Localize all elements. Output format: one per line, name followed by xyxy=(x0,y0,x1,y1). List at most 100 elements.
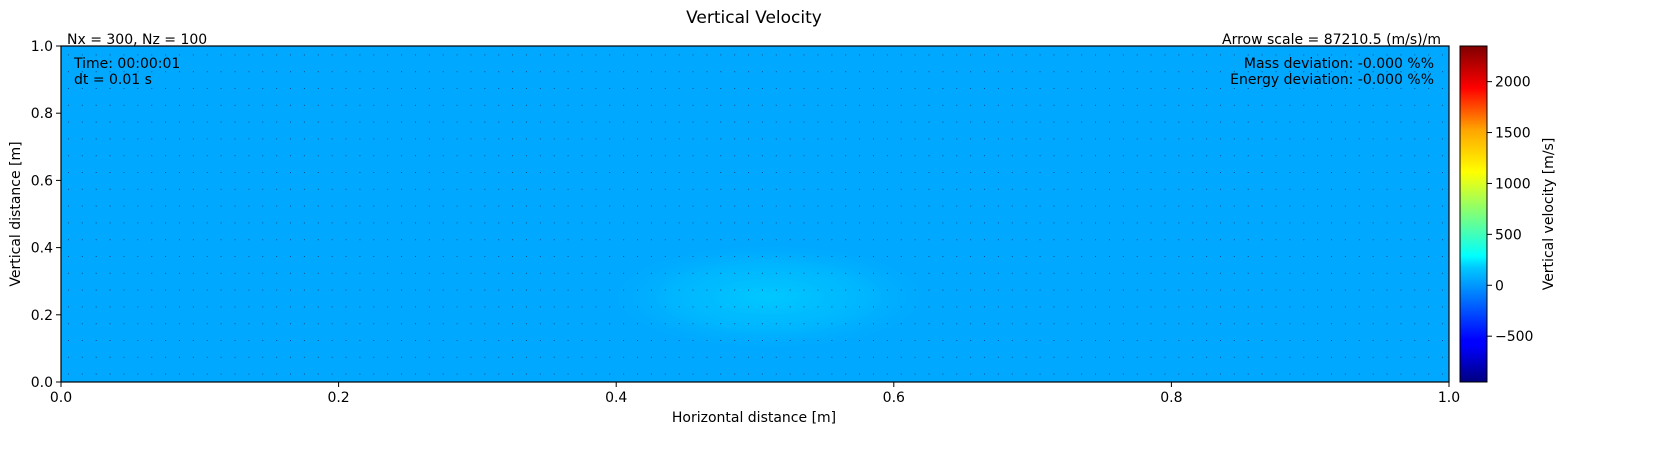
velocity-arrow xyxy=(775,155,777,157)
velocity-arrow xyxy=(997,239,999,241)
velocity-arrow xyxy=(595,356,597,358)
velocity-arrow xyxy=(553,356,555,358)
velocity-arrow xyxy=(456,356,458,358)
velocity-arrow xyxy=(1358,54,1360,56)
velocity-arrow xyxy=(900,256,902,257)
velocity-arrow xyxy=(484,289,486,291)
velocity-arrow xyxy=(1400,205,1402,207)
velocity-arrow xyxy=(623,205,625,207)
velocity-arrow xyxy=(345,104,347,106)
velocity-arrow xyxy=(123,155,125,157)
velocity-arrow xyxy=(789,54,791,56)
velocity-arrow xyxy=(1192,88,1194,89)
velocity-arrow xyxy=(1344,272,1346,274)
velocity-arrow xyxy=(803,88,805,89)
velocity-arrow xyxy=(206,104,208,106)
velocity-arrow xyxy=(470,172,472,173)
velocity-arrow xyxy=(525,239,527,241)
velocity-arrow xyxy=(1192,121,1194,123)
velocity-arrow xyxy=(1400,373,1402,375)
velocity-arrow xyxy=(1358,256,1360,257)
velocity-arrow xyxy=(192,340,194,341)
velocity-arrow xyxy=(1414,172,1416,173)
velocity-arrow xyxy=(859,54,861,56)
velocity-arrow xyxy=(928,239,930,241)
velocity-arrow xyxy=(886,256,888,257)
velocity-arrow xyxy=(1150,306,1152,308)
velocity-arrow xyxy=(290,356,292,358)
velocity-arrow xyxy=(109,71,111,73)
velocity-arrow xyxy=(109,54,111,56)
velocity-arrow xyxy=(1428,138,1430,140)
velocity-arrow xyxy=(623,104,625,106)
velocity-arrow xyxy=(775,256,777,257)
velocity-arrow xyxy=(1428,155,1430,157)
velocity-arrow xyxy=(1136,104,1138,106)
velocity-arrow xyxy=(553,373,555,375)
velocity-arrow xyxy=(664,272,666,274)
velocity-arrow xyxy=(1289,138,1291,140)
velocity-arrow xyxy=(1275,104,1277,106)
velocity-arrow xyxy=(1303,71,1305,73)
velocity-arrow xyxy=(151,188,153,190)
velocity-arrow xyxy=(1344,239,1346,241)
velocity-arrow xyxy=(428,188,430,190)
velocity-arrow xyxy=(581,138,583,140)
velocity-arrow xyxy=(428,104,430,106)
velocity-arrow xyxy=(1206,88,1208,89)
velocity-arrow xyxy=(81,373,83,375)
velocity-arrow xyxy=(1303,239,1305,241)
velocity-arrow xyxy=(262,356,264,358)
velocity-arrow xyxy=(1039,306,1041,308)
velocity-arrow xyxy=(442,172,444,173)
velocity-arrow xyxy=(1442,222,1444,224)
velocity-arrow xyxy=(137,323,139,325)
velocity-arrow xyxy=(1289,289,1291,291)
velocity-arrow xyxy=(595,155,597,157)
velocity-arrow xyxy=(1275,340,1277,341)
velocity-arrow xyxy=(331,155,333,157)
velocity-arrow xyxy=(1442,306,1444,308)
velocity-arrow xyxy=(567,71,569,73)
velocity-arrow xyxy=(165,373,167,375)
velocity-arrow xyxy=(331,239,333,241)
velocity-arrow xyxy=(442,138,444,140)
velocity-arrow xyxy=(1206,155,1208,157)
velocity-arrow xyxy=(567,340,569,341)
velocity-arrow xyxy=(345,88,347,89)
velocity-arrow xyxy=(692,222,694,224)
velocity-arrow xyxy=(775,71,777,73)
velocity-arrow xyxy=(1428,54,1430,56)
velocity-arrow xyxy=(761,104,763,106)
velocity-arrow xyxy=(886,104,888,106)
velocity-arrow xyxy=(331,256,333,257)
velocity-arrow xyxy=(1206,205,1208,207)
velocity-arrow xyxy=(997,256,999,257)
velocity-arrow xyxy=(942,188,944,190)
velocity-arrow xyxy=(290,104,292,106)
velocity-arrow xyxy=(276,323,278,325)
velocity-arrow xyxy=(192,222,194,224)
velocity-arrow xyxy=(1081,306,1083,308)
velocity-arrow xyxy=(692,172,694,173)
velocity-arrow xyxy=(276,289,278,291)
velocity-arrow xyxy=(1247,172,1249,173)
velocity-arrow xyxy=(845,222,847,224)
velocity-arrow xyxy=(220,54,222,56)
velocity-arrow xyxy=(859,88,861,89)
velocity-arrow xyxy=(928,256,930,257)
velocity-arrow xyxy=(650,289,652,291)
velocity-arrow xyxy=(761,356,763,358)
velocity-arrow xyxy=(734,289,736,291)
velocity-arrow xyxy=(623,138,625,140)
velocity-arrow xyxy=(1414,256,1416,257)
velocity-arrow xyxy=(956,138,958,140)
velocity-arrow xyxy=(373,239,375,241)
velocity-arrow xyxy=(720,239,722,241)
velocity-arrow xyxy=(761,188,763,190)
velocity-arrow xyxy=(137,256,139,257)
velocity-arrow xyxy=(1011,71,1013,73)
velocity-arrow xyxy=(872,356,874,358)
velocity-arrow xyxy=(775,373,777,375)
velocity-arrow xyxy=(984,155,986,157)
